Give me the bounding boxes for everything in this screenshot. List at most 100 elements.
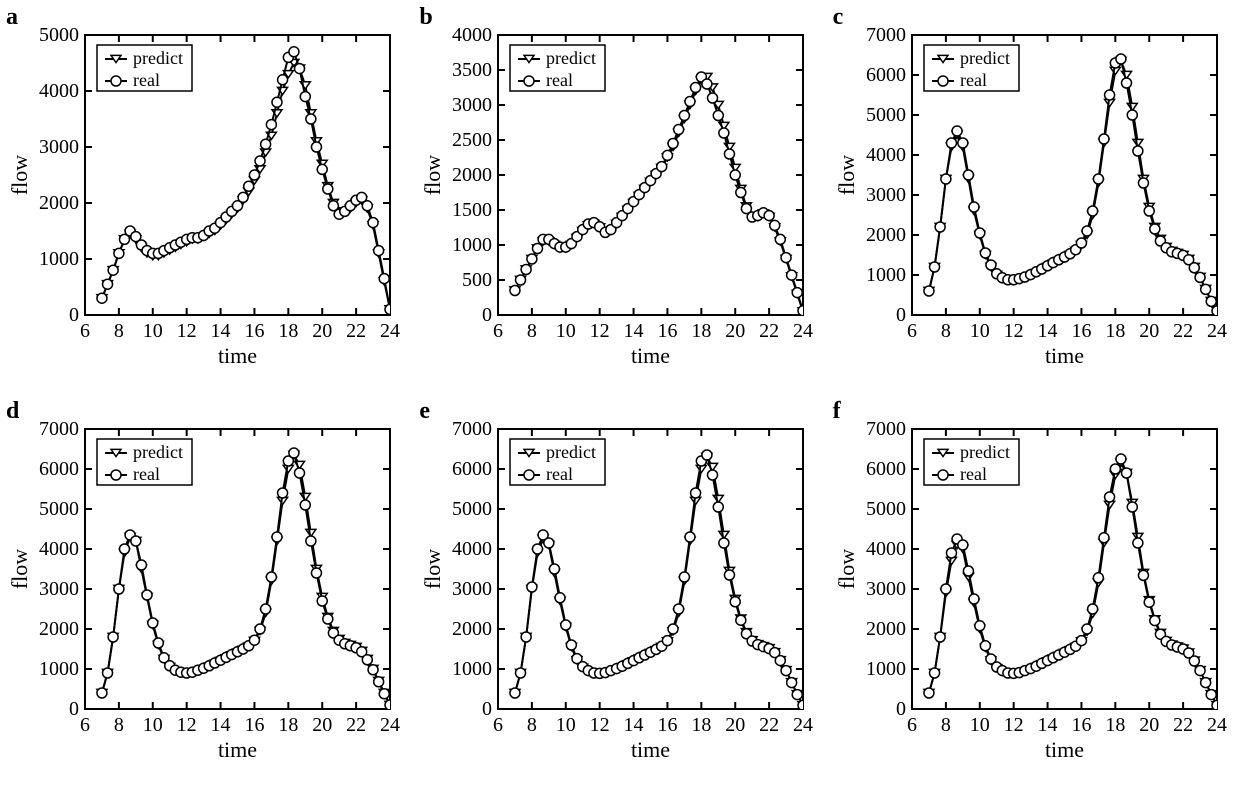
- legend: predictreal: [924, 45, 1019, 91]
- svg-text:24: 24: [793, 320, 813, 342]
- x-axis-title: time: [218, 343, 257, 368]
- svg-text:20: 20: [312, 714, 332, 736]
- svg-text:10: 10: [969, 714, 989, 736]
- chart-b: 6810121416182022240500100015002000250030…: [413, 0, 826, 394]
- y-axis-title: flow: [7, 155, 32, 195]
- y-axis-title: flow: [420, 549, 445, 589]
- svg-text:6: 6: [80, 320, 90, 342]
- svg-text:18: 18: [278, 320, 298, 342]
- svg-text:1500: 1500: [452, 199, 492, 221]
- svg-text:4000: 4000: [452, 538, 492, 560]
- svg-text:16: 16: [1071, 714, 1091, 736]
- panel-f: f681012141618202224010002000300040005000…: [827, 394, 1240, 788]
- svg-text:8: 8: [941, 320, 951, 342]
- svg-text:0: 0: [69, 698, 79, 720]
- svg-text:18: 18: [1105, 714, 1125, 736]
- svg-text:5000: 5000: [39, 24, 79, 46]
- svg-text:2000: 2000: [39, 618, 79, 640]
- svg-text:18: 18: [1105, 320, 1125, 342]
- svg-text:20: 20: [726, 714, 746, 736]
- svg-text:14: 14: [624, 714, 644, 736]
- circle-marker-icon: [938, 470, 948, 480]
- panel-e: e681012141618202224010002000300040005000…: [413, 394, 826, 788]
- svg-text:5000: 5000: [452, 498, 492, 520]
- svg-text:16: 16: [244, 714, 264, 736]
- svg-text:8: 8: [114, 320, 124, 342]
- svg-text:7000: 7000: [866, 24, 906, 46]
- svg-text:6: 6: [493, 714, 503, 736]
- svg-text:3000: 3000: [39, 136, 79, 158]
- legend: predictreal: [510, 45, 605, 91]
- svg-text:12: 12: [1003, 714, 1023, 736]
- svg-text:18: 18: [278, 714, 298, 736]
- chart-d: 6810121416182022240100020003000400050006…: [0, 394, 413, 788]
- y-axis-title: flow: [7, 549, 32, 589]
- svg-text:3000: 3000: [39, 578, 79, 600]
- series-predict: [515, 457, 803, 705]
- svg-text:3000: 3000: [452, 94, 492, 116]
- svg-text:6000: 6000: [866, 458, 906, 480]
- svg-text:22: 22: [759, 320, 779, 342]
- circle-marker-icon: [524, 470, 534, 480]
- svg-text:2000: 2000: [452, 618, 492, 640]
- svg-text:20: 20: [1139, 714, 1159, 736]
- panel-a: a681012141618202224010002000300040005000…: [0, 0, 413, 394]
- svg-text:24: 24: [380, 320, 400, 342]
- svg-text:0: 0: [896, 698, 906, 720]
- svg-text:2000: 2000: [39, 192, 79, 214]
- legend: predictreal: [97, 439, 192, 485]
- x-axis-title: time: [1045, 737, 1084, 762]
- svg-text:18: 18: [692, 714, 712, 736]
- panel-b: b681012141618202224050010001500200025003…: [413, 0, 826, 394]
- legend-label-predict: predict: [546, 48, 596, 68]
- svg-text:500: 500: [462, 269, 492, 291]
- svg-text:6000: 6000: [866, 64, 906, 86]
- series-predict: [929, 463, 1217, 705]
- svg-text:16: 16: [1071, 320, 1091, 342]
- svg-text:14: 14: [624, 320, 644, 342]
- svg-text:3000: 3000: [866, 184, 906, 206]
- svg-text:10: 10: [143, 714, 163, 736]
- svg-text:4000: 4000: [39, 538, 79, 560]
- series-predict: [515, 77, 803, 312]
- svg-text:6: 6: [907, 320, 917, 342]
- svg-text:7000: 7000: [452, 418, 492, 440]
- svg-text:6: 6: [493, 320, 503, 342]
- legend-label-real: real: [133, 464, 160, 484]
- svg-text:16: 16: [244, 320, 264, 342]
- y-axis-title: flow: [834, 549, 859, 589]
- svg-text:0: 0: [896, 304, 906, 326]
- svg-text:6: 6: [907, 714, 917, 736]
- svg-text:14: 14: [1037, 714, 1057, 736]
- circle-marker-icon: [938, 76, 948, 86]
- series-real: [515, 455, 803, 705]
- svg-text:4000: 4000: [39, 80, 79, 102]
- legend: predictreal: [924, 439, 1019, 485]
- svg-text:20: 20: [1139, 320, 1159, 342]
- panel-c: c681012141618202224010002000300040005000…: [827, 0, 1240, 394]
- svg-text:16: 16: [658, 714, 678, 736]
- svg-text:12: 12: [177, 714, 197, 736]
- svg-text:1000: 1000: [452, 658, 492, 680]
- svg-text:10: 10: [556, 714, 576, 736]
- svg-text:8: 8: [527, 320, 537, 342]
- svg-text:4000: 4000: [866, 144, 906, 166]
- svg-text:1000: 1000: [39, 248, 79, 270]
- svg-text:22: 22: [1173, 320, 1193, 342]
- y-axis-title: flow: [834, 155, 859, 195]
- svg-text:1000: 1000: [866, 264, 906, 286]
- legend-label-real: real: [133, 70, 160, 90]
- svg-text:20: 20: [312, 320, 332, 342]
- chart-a: 681012141618202224010002000300040005000t…: [0, 0, 413, 394]
- legend-label-predict: predict: [546, 442, 596, 462]
- svg-text:7000: 7000: [866, 418, 906, 440]
- svg-text:22: 22: [346, 714, 366, 736]
- svg-text:14: 14: [211, 320, 231, 342]
- svg-text:12: 12: [1003, 320, 1023, 342]
- svg-text:3000: 3000: [866, 578, 906, 600]
- x-axis-title: time: [1045, 343, 1084, 368]
- legend: predictreal: [97, 45, 192, 91]
- svg-text:5000: 5000: [39, 498, 79, 520]
- svg-text:10: 10: [556, 320, 576, 342]
- svg-text:1000: 1000: [452, 234, 492, 256]
